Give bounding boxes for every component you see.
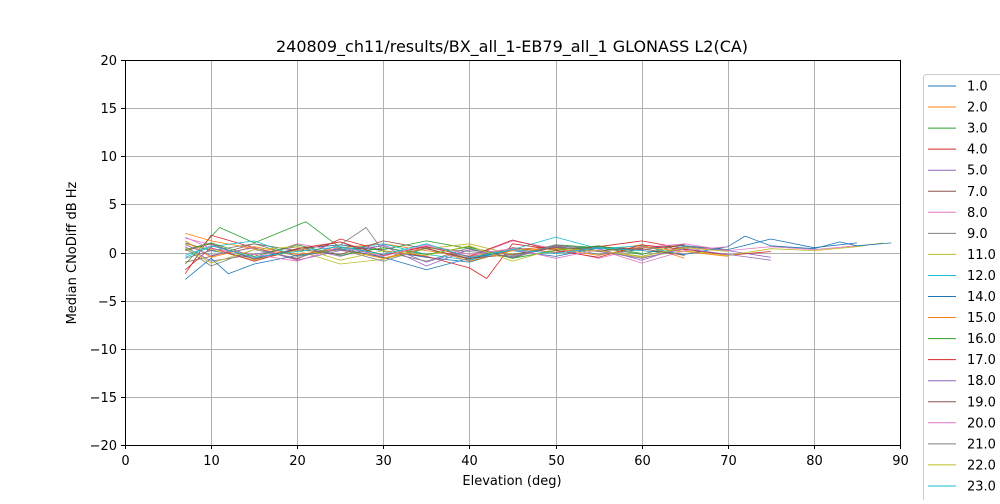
y-tick-label: −5 <box>98 295 117 310</box>
y-tick-label: −10 <box>90 343 117 358</box>
legend-entry: 12.0 <box>967 269 996 284</box>
x-tick-label: 0 <box>121 454 129 469</box>
series-group <box>185 222 891 280</box>
legend-entry: 7.0 <box>967 185 988 200</box>
y-tick-label: −20 <box>90 439 117 454</box>
legend-entry: 8.0 <box>967 206 988 221</box>
legend-entry: 16.0 <box>967 332 996 347</box>
legend: 1.0 2.0 3.0 4.0 5.0 7.0 8.0 9.0 11.0 12.0 14.0 15.0… <box>924 75 1000 501</box>
legend-entry: 9.0 <box>967 227 988 242</box>
legend-entry: 1.0 <box>967 80 988 95</box>
legend-entry: 23.0 <box>967 479 996 494</box>
legend-entry: 14.0 <box>967 290 996 305</box>
x-axis-label: Elevation (deg) <box>462 474 561 489</box>
y-tick-label: 10 <box>100 150 117 165</box>
legend-entry: 21.0 <box>967 437 996 452</box>
legend-entry: 5.0 <box>967 164 988 179</box>
legend-entry: 4.0 <box>967 143 988 158</box>
x-tick-label: 80 <box>806 454 823 469</box>
x-tick-label: 50 <box>548 454 565 469</box>
legend-box <box>924 75 1000 501</box>
legend-entry: 2.0 <box>967 101 988 116</box>
legend-entry: 18.0 <box>967 374 996 389</box>
legend-entry: 11.0 <box>967 248 996 263</box>
y-tick-label: 20 <box>100 54 117 69</box>
legend-entry: 19.0 <box>967 395 996 410</box>
y-tick-label: 5 <box>109 198 117 213</box>
x-tick-label: 30 <box>375 454 392 469</box>
chart-title: 240809_ch11/results/BX_all_1-EB79_all_1 … <box>276 37 748 57</box>
x-tick-label: 40 <box>461 454 478 469</box>
legend-entry: 3.0 <box>967 122 988 137</box>
x-tick-label: 10 <box>203 454 220 469</box>
legend-entry: 20.0 <box>967 416 996 431</box>
y-axis-label: Median CNoDiff dB Hz <box>65 181 80 324</box>
y-axis: −20 −15 −10 −5 0 5 10 15 20 <box>90 54 125 454</box>
x-tick-label: 60 <box>634 454 651 469</box>
y-tick-label: −15 <box>90 391 117 406</box>
y-tick-label: 0 <box>109 247 117 262</box>
legend-entry: 22.0 <box>967 458 996 473</box>
x-tick-label: 90 <box>892 454 909 469</box>
legend-entry: 15.0 <box>967 311 996 326</box>
x-axis: 0 10 20 30 40 50 60 70 80 90 <box>121 445 908 469</box>
y-tick-label: 15 <box>100 102 117 117</box>
x-tick-label: 70 <box>720 454 737 469</box>
legend-entry: 17.0 <box>967 353 996 368</box>
x-tick-label: 20 <box>289 454 306 469</box>
